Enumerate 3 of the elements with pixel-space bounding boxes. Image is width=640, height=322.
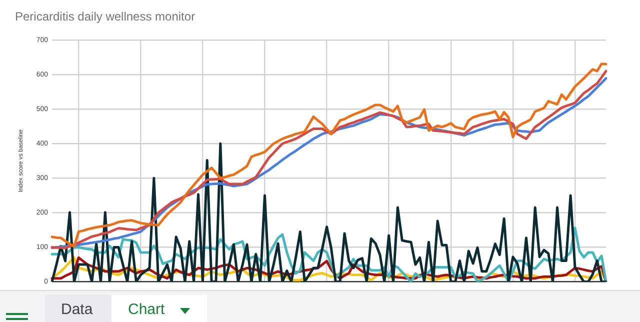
text: Data (45, 295, 111, 322)
text: Chart (112, 295, 207, 322)
chart-title: Pericarditis daily wellness monitor (15, 10, 196, 24)
